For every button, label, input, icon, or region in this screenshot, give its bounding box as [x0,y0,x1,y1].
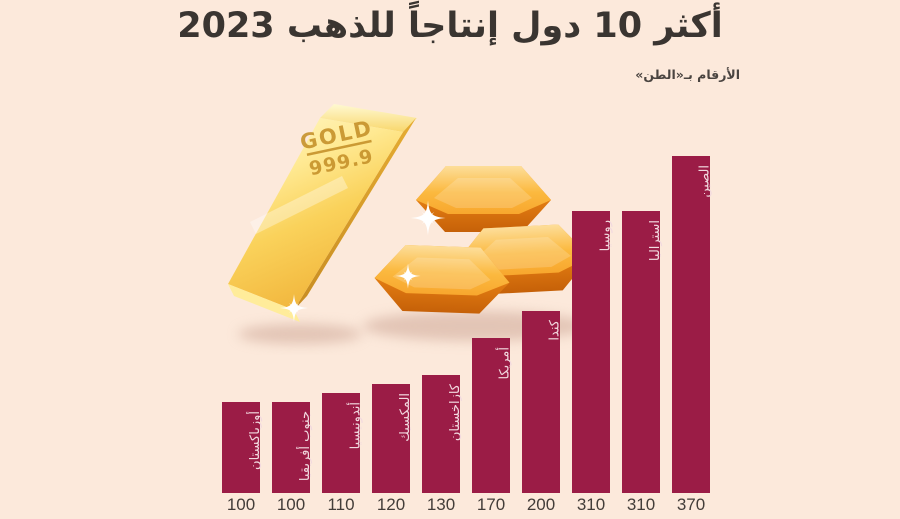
bar-chart: أوزباكستان 100 جنوب أفريقيا 100 أندونيسيا 110… [222,156,713,519]
bar-value: 110 [327,495,355,514]
bar-value: 120 [376,495,406,514]
units-note: الأرقام بـ«الطن» [635,67,740,82]
bar-country-label: روسيا [598,220,613,252]
bar-value: 310 [576,495,606,514]
bar-country-label: كازاخستان [448,384,463,442]
bar: كازاخستان [422,375,463,493]
bar-country-label: أندونيسيا [348,402,363,450]
bar-value: 310 [626,495,656,514]
bar-value: 130 [426,495,456,514]
gold-ingot-top [416,166,551,232]
sparkle-icon [280,200,446,322]
gold-ingot-stack [374,166,590,314]
bar-value: 100 [226,495,256,514]
bar-value: 200 [526,495,556,514]
gold-bar-leaning: GOLD 999.9 [228,104,417,322]
bar: روسيا [572,211,613,493]
bar-country-label: أمريكا [498,347,513,380]
gold-bars-illustration: GOLD 999.9 [228,104,590,344]
bar-value: 100 [276,495,306,514]
bar-country-label: استراليا [648,220,663,262]
bar-country-label: المكسيك [398,393,413,442]
bar-country-label: كندا [548,320,563,341]
bar-country-label: الصين [698,165,713,198]
bar-value: 370 [676,495,706,514]
bar: الصين [672,156,713,493]
bar: أندونيسيا [322,393,363,493]
bar-country-label: جنوب أفريقيا [298,411,313,482]
bar: المكسيك [372,384,413,493]
bar-value: 170 [476,495,506,514]
bar: جنوب أفريقيا [272,402,313,493]
bar: أوزباكستان [222,402,263,493]
bar: كندا [522,311,563,493]
bar: استراليا [622,211,663,493]
page-title: أكثر 10 دول إنتاجاً للذهب 2023 [177,6,723,46]
bar-country-label: أوزباكستان [248,411,263,470]
bar: أمريكا [472,338,513,493]
